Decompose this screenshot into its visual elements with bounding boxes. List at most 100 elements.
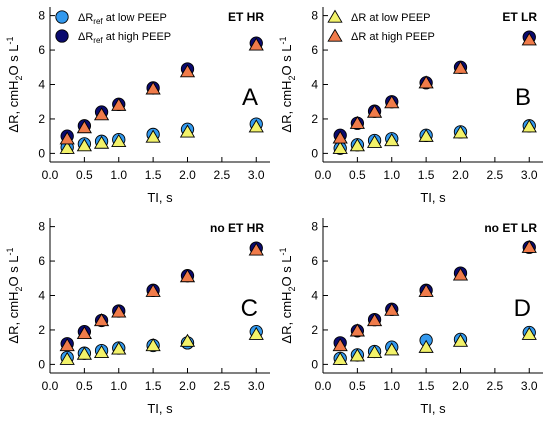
data-point-triangle-high-triangle (179, 269, 196, 283)
data-point-triangle-high-triangle (521, 239, 537, 253)
data-point-triangle-high-triangle (384, 302, 400, 316)
data-point-triangle-high-triangle (366, 104, 383, 118)
data-point-triangle-high-triangle (349, 115, 365, 129)
y-tick-label: 0 (38, 146, 45, 160)
data-point-triangle-low-triangle (452, 125, 469, 139)
y-tick-label: 8 (38, 9, 45, 23)
data-point-triangle-low-triangle (76, 346, 92, 360)
y-tick-label: 6 (311, 254, 318, 268)
y-tick-label: 2 (38, 112, 45, 126)
x-tick-label: 2.0 (452, 379, 469, 393)
x-axis-title: TI, s (420, 190, 446, 205)
x-tick-label: 0.0 (315, 379, 332, 393)
x-axis-title: TI, s (147, 190, 173, 205)
y-tick-label: 0 (311, 357, 318, 371)
data-point-triangle-high-triangle (111, 97, 127, 111)
data-point-triangle-high-triangle (93, 313, 110, 327)
data-point-triangle-high-triangle (59, 131, 75, 145)
data-point-triangle-low-triangle (248, 119, 264, 133)
chart-panel-a: 0 2 4 6 8 0.0 0.5 1.0 1.5 2.0 2.5 3.0 TI, s ΔR, cmH2O… (5, 7, 270, 205)
legend-label: ΔRref at low PEEP (78, 12, 167, 26)
data-point-triangle-low-triangle (521, 119, 537, 133)
data-point-triangle-low-triangle (59, 140, 75, 154)
x-tick-label: 0.0 (42, 379, 59, 393)
panel-letter: A (242, 84, 258, 111)
y-tick-label: 0 (38, 357, 45, 371)
data-point-triangle-low-triangle (111, 341, 127, 355)
data-point-triangle-low-triangle (332, 351, 348, 365)
y-tick-label: 0 (311, 146, 318, 160)
data-point-triangle-high-triangle (521, 32, 537, 46)
panel-title: no ET LR (484, 221, 537, 235)
data-point-triangle-low-triangle (76, 138, 92, 152)
data-point-triangle-low-triangle (366, 134, 383, 148)
data-point-triangle-low-triangle (349, 348, 365, 362)
legend-marker (55, 10, 69, 24)
x-tick-label: 0.5 (349, 379, 366, 393)
y-tick-label: 4 (311, 78, 318, 92)
x-axis-title: TI, s (420, 401, 446, 416)
panel-title: ET LR (502, 10, 537, 24)
chart-panel-d: 0 2 4 6 8 0.0 0.5 1.0 1.5 2.0 2.5 3.0 TI, s ΔR, cmH2O… (278, 218, 543, 416)
x-tick-label: 2.0 (452, 168, 469, 182)
x-tick-label: 3.0 (521, 379, 538, 393)
x-tick-label: 2.5 (214, 379, 231, 393)
data-point-triangle-low-triangle (349, 138, 365, 152)
x-tick-label: 1.0 (110, 379, 127, 393)
data-point-triangle-low-triangle (93, 344, 110, 358)
data-point-triangle-low-triangle (111, 133, 127, 147)
data-point-triangle-low-triangle (452, 333, 469, 347)
legend-label: ΔRref at high PEEP (78, 31, 171, 45)
x-tick-label: 2.5 (487, 379, 504, 393)
y-tick-label: 6 (38, 254, 45, 268)
data-point-triangle-low-triangle (418, 339, 434, 353)
x-tick-label: 2.0 (179, 379, 196, 393)
y-axis-title: ΔR, cmH2O s L-1 (5, 247, 24, 343)
y-tick-label: 4 (311, 289, 318, 303)
data-point-triangle-high-triangle (332, 130, 348, 144)
data-point-triangle-low-triangle (366, 344, 383, 358)
x-tick-label: 3.0 (248, 379, 265, 393)
chart-panel-c: 0 2 4 6 8 0.0 0.5 1.0 1.5 2.0 2.5 3.0 TI, s ΔR, cmH2O… (5, 218, 270, 416)
data-point-triangle-high-triangle (452, 267, 469, 281)
data-point-triangle-high-triangle (418, 283, 434, 297)
legend-marker (327, 9, 343, 23)
y-tick-label: 2 (38, 323, 45, 337)
data-point-triangle-low-triangle (145, 129, 161, 143)
legend-marker (55, 29, 69, 43)
data-point-triangle-low-triangle (418, 128, 434, 142)
panel-letter: B (515, 84, 531, 111)
y-axis-title: ΔR, cmH2O s L-1 (278, 247, 297, 343)
x-tick-label: 0.0 (42, 168, 59, 182)
y-tick-label: 4 (38, 289, 45, 303)
data-point-triangle-high-triangle (418, 75, 434, 89)
x-tick-label: 1.5 (418, 168, 435, 182)
y-tick-label: 6 (38, 43, 45, 57)
data-point-triangle-high-triangle (145, 283, 161, 297)
legend-label: ΔR at low PEEP (351, 12, 431, 24)
x-tick-label: 1.0 (383, 168, 400, 182)
y-tick-label: 8 (311, 220, 318, 234)
data-point-triangle-high-triangle (366, 313, 383, 327)
x-axis-title: TI, s (147, 401, 173, 416)
x-tick-label: 1.0 (110, 168, 127, 182)
x-tick-label: 3.0 (521, 168, 538, 182)
data-point-triangle-low-triangle (59, 351, 75, 365)
data-point-triangle-high-triangle (59, 338, 75, 352)
data-point-triangle-low-triangle (384, 342, 400, 356)
data-point-triangle-high-triangle (179, 64, 196, 78)
y-tick-label: 6 (311, 43, 318, 57)
data-point-triangle-low-triangle (332, 140, 348, 154)
data-point-triangle-high-triangle (145, 81, 161, 95)
x-tick-label: 1.0 (383, 379, 400, 393)
panel-title: no ET HR (210, 221, 264, 235)
legend-label: ΔR at high PEEP (351, 31, 435, 43)
legend-marker (327, 28, 343, 42)
panel-letter: C (241, 295, 258, 322)
data-point-triangle-high-triangle (76, 120, 92, 134)
x-tick-label: 2.5 (487, 168, 504, 182)
y-tick-label: 4 (38, 78, 45, 92)
chart-panel-b: 0 2 4 6 8 0.0 0.5 1.0 1.5 2.0 2.5 3.0 TI, s ΔR, cmH2O… (278, 7, 543, 205)
data-point-triangle-low-triangle (248, 326, 264, 340)
